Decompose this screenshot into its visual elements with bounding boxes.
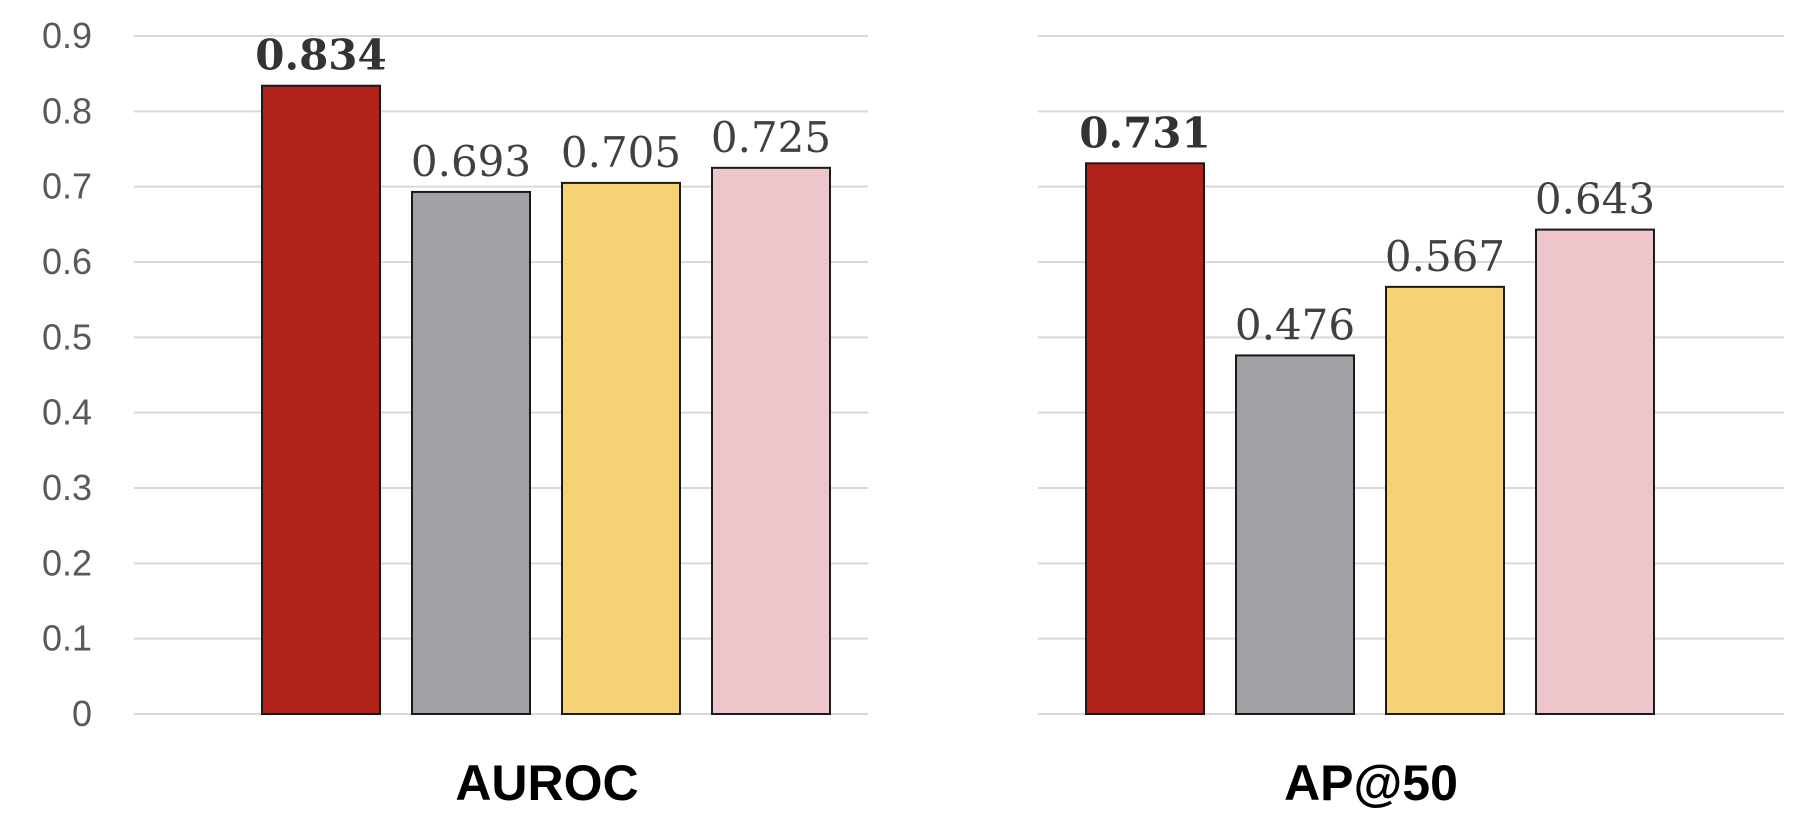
y-tick-label: 0.8 <box>42 90 92 131</box>
value-label: 0.567 <box>1385 232 1505 281</box>
x-axis-title: AUROC <box>455 755 638 811</box>
bars <box>261 84 1655 716</box>
bar-auroc-3 <box>561 181 681 715</box>
y-tick-label: 0.7 <box>42 166 92 207</box>
y-tick-label: 0.9 <box>42 15 92 56</box>
value-label: 0.725 <box>711 113 831 162</box>
y-tick-label: 0.3 <box>42 467 92 508</box>
value-label: 0.643 <box>1535 175 1655 224</box>
bar-ap50-2 <box>1235 354 1355 715</box>
y-tick-label: 0 <box>72 693 92 734</box>
value-label: 0.731 <box>1079 108 1211 157</box>
value-label: 0.834 <box>255 31 387 80</box>
y-tick-label: 0.5 <box>42 316 92 357</box>
x-axis-title: AP@50 <box>1284 755 1458 811</box>
value-label: 0.693 <box>411 137 531 186</box>
bar-ap50-4 <box>1535 228 1655 716</box>
bar-auroc-1 <box>261 84 381 716</box>
panel-titles: AUROC AP@50 <box>455 755 1458 811</box>
y-tick-label: 0.6 <box>42 241 92 282</box>
bar-ap50-1 <box>1085 162 1205 715</box>
y-axis-ticks: 0 0.1 0.2 0.3 0.4 0.5 0.6 0.7 0.8 0.9 <box>42 15 92 734</box>
y-tick-label: 0.4 <box>42 392 92 433</box>
bar-auroc-4 <box>711 166 831 716</box>
bar-auroc-2 <box>411 190 531 715</box>
y-tick-label: 0.1 <box>42 618 92 659</box>
value-label: 0.476 <box>1235 300 1355 349</box>
y-tick-label: 0.2 <box>42 542 92 583</box>
value-labels: 0.834 0.693 0.705 0.725 0.731 0.476 0.567 0.643 <box>255 31 1655 350</box>
bar-ap50-3 <box>1385 285 1505 715</box>
value-label: 0.705 <box>561 128 681 177</box>
